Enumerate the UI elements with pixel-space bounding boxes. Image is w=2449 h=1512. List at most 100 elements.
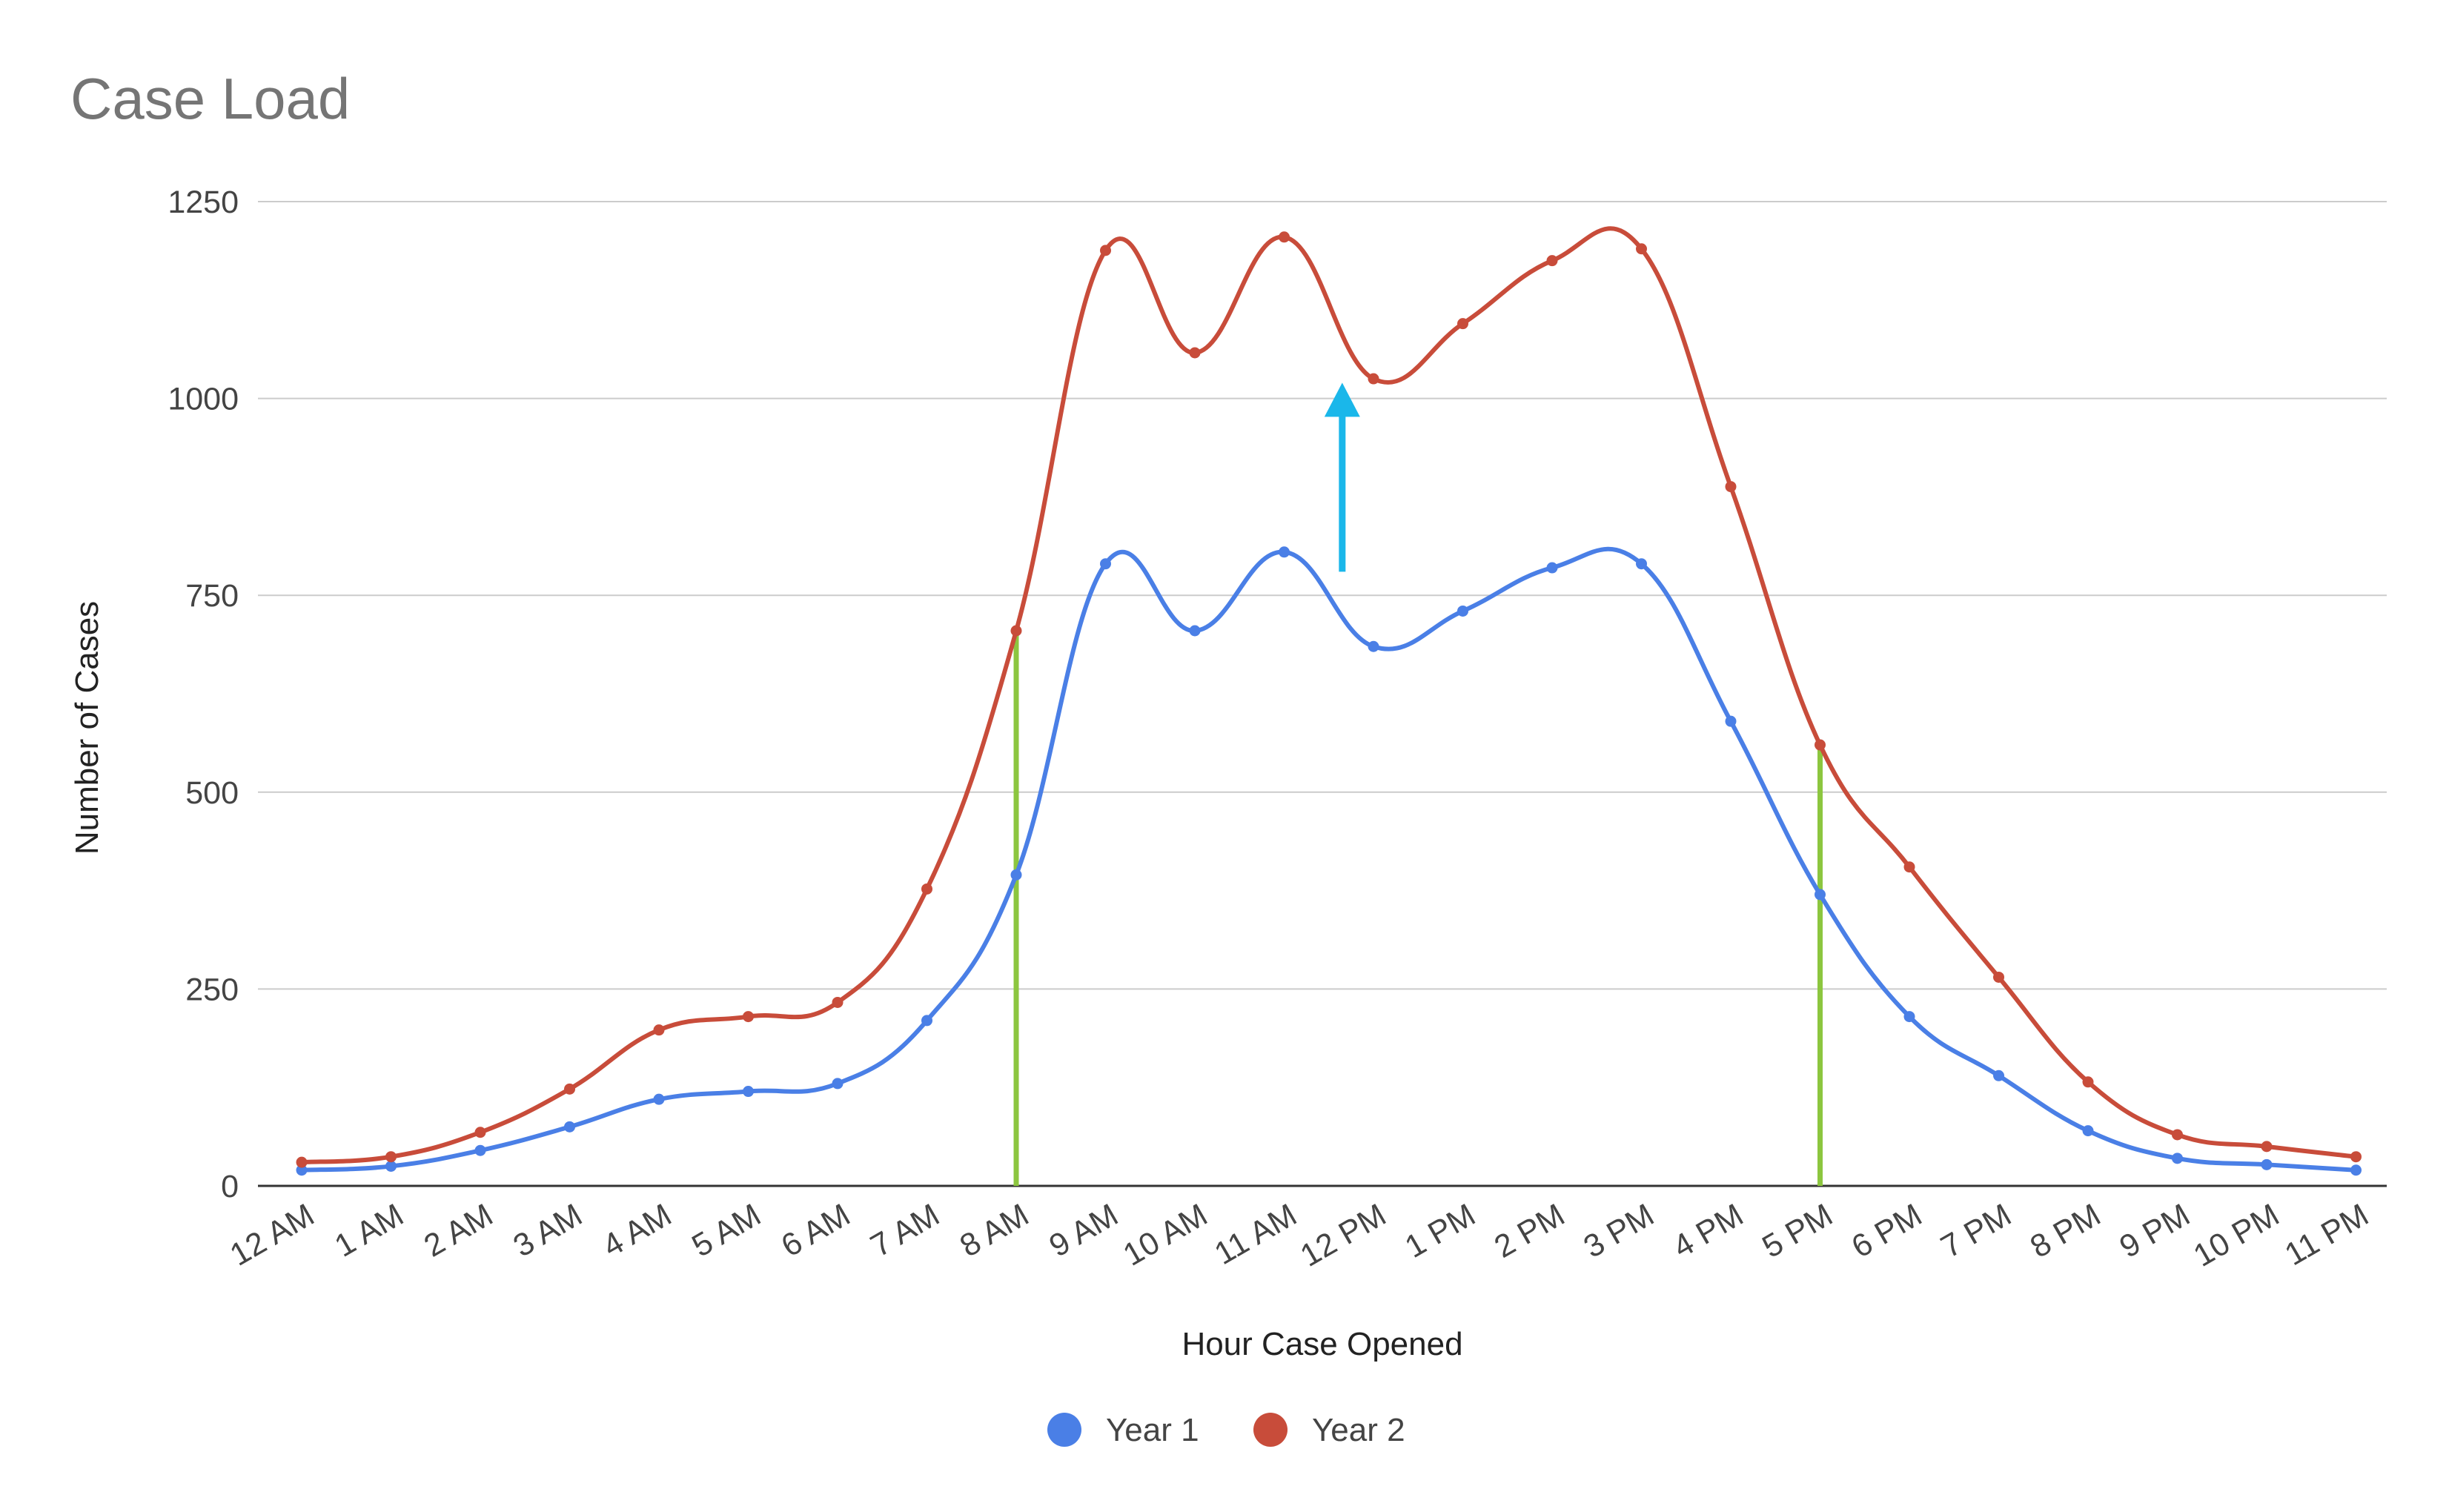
y-tick-label: 1250	[168, 185, 239, 220]
data-point	[564, 1083, 575, 1095]
annotation-arrow	[1324, 382, 1360, 572]
data-point	[2261, 1158, 2273, 1170]
x-tick-label: 11 AM	[1209, 1197, 1303, 1272]
x-tick-label: 6 PM	[1846, 1197, 1928, 1265]
legend-item: Year 1	[1047, 1412, 1199, 1448]
data-point	[564, 1121, 575, 1133]
gridlines	[258, 201, 2387, 1187]
data-point	[1368, 640, 1379, 652]
data-point	[2082, 1125, 2094, 1137]
series-year-2	[296, 226, 2362, 1168]
data-point	[474, 1127, 486, 1138]
data-point	[921, 883, 932, 895]
data-point	[1815, 739, 1826, 751]
x-axis-ticks: 12 AM 1 AM 2 AM 3 AM 4 AM 5 AM 6 AM 7 AM 8 AM 9 A…	[224, 1197, 2374, 1274]
data-point	[832, 1078, 844, 1090]
data-point	[2350, 1164, 2362, 1176]
data-point	[296, 1156, 308, 1168]
x-tick-label: 4 PM	[1667, 1197, 1749, 1265]
data-point	[1100, 245, 1111, 256]
data-point	[1189, 347, 1201, 359]
y-tick-label: 0	[221, 1169, 239, 1204]
data-point	[2172, 1129, 2183, 1141]
x-tick-label: 1 AM	[329, 1197, 410, 1264]
data-point	[1100, 558, 1111, 570]
data-point	[1993, 1070, 2004, 1081]
data-point	[385, 1160, 397, 1172]
data-point	[1189, 625, 1201, 637]
data-point	[1279, 546, 1290, 558]
data-point	[1010, 625, 1022, 637]
legend-swatch	[1047, 1413, 1081, 1447]
legend-label: Year 1	[1106, 1412, 1199, 1448]
x-tick-label: 7 AM	[865, 1197, 946, 1264]
data-point	[921, 1015, 932, 1027]
annotation-vertical-lines	[1013, 631, 1823, 1186]
data-point	[1903, 1011, 1915, 1023]
x-tick-label: 3 AM	[508, 1197, 589, 1264]
data-point	[1725, 715, 1737, 727]
data-point	[1993, 971, 2004, 983]
data-point	[2172, 1153, 2183, 1164]
data-point	[2261, 1141, 2273, 1153]
x-tick-label: 11 PM	[2279, 1197, 2375, 1273]
x-tick-label: 4 AM	[597, 1197, 677, 1264]
data-point	[1010, 869, 1022, 881]
data-point	[1279, 231, 1290, 243]
legend-item: Year 2	[1253, 1412, 1405, 1448]
x-tick-label: 12 PM	[1294, 1197, 1392, 1274]
data-point	[1636, 243, 1647, 255]
y-tick-label: 500	[185, 775, 239, 811]
data-point	[1815, 889, 1826, 901]
x-tick-label: 6 AM	[775, 1197, 856, 1264]
data-point	[1457, 318, 1468, 330]
y-axis-ticks: 0 250 500 750 1000 1250	[168, 185, 239, 1204]
data-point	[1636, 558, 1647, 570]
x-tick-label: 2 PM	[1488, 1197, 1571, 1265]
x-axis-title: Hour Case Opened	[1182, 1326, 1462, 1362]
data-point	[1546, 255, 1558, 267]
data-point	[1546, 562, 1558, 574]
x-tick-label: 9 PM	[2114, 1197, 2196, 1265]
x-tick-label: 1 PM	[1399, 1197, 1482, 1265]
data-point	[653, 1024, 665, 1036]
data-point	[296, 1164, 308, 1176]
x-tick-label: 3 PM	[1578, 1197, 1660, 1265]
data-point	[474, 1144, 486, 1156]
x-tick-label: 5 PM	[1757, 1197, 1839, 1265]
x-tick-label: 12 AM	[224, 1197, 320, 1273]
chart-title: Case Load	[70, 66, 350, 131]
legend-swatch	[1253, 1413, 1288, 1447]
data-point	[1903, 861, 1915, 873]
legend-label: Year 2	[1312, 1412, 1405, 1448]
x-tick-label: 10 AM	[1117, 1197, 1213, 1273]
series-year-1	[296, 546, 2362, 1176]
x-tick-label: 10 PM	[2187, 1197, 2285, 1274]
x-tick-label: 8 AM	[954, 1197, 1035, 1264]
series-line	[301, 546, 2356, 1173]
arrow-head	[1324, 382, 1360, 417]
data-point	[1368, 373, 1379, 385]
series-line	[301, 226, 2356, 1165]
x-tick-label: 5 AM	[686, 1197, 767, 1264]
data-point	[653, 1093, 665, 1105]
x-tick-label: 2 AM	[418, 1197, 499, 1264]
y-axis-title: Number of Cases	[69, 601, 105, 855]
data-point	[832, 996, 844, 1008]
x-tick-label: 8 PM	[2024, 1197, 2107, 1265]
x-tick-label: 7 PM	[1935, 1197, 2018, 1265]
data-point	[743, 1086, 754, 1098]
data-point	[2350, 1151, 2362, 1163]
y-tick-label: 250	[185, 972, 239, 1007]
data-point	[1457, 605, 1468, 617]
legend: Year 1 Year 2	[1047, 1412, 1405, 1448]
data-point	[385, 1151, 397, 1163]
data-point	[743, 1011, 754, 1023]
x-tick-label: 9 AM	[1044, 1197, 1124, 1264]
data-point	[2082, 1076, 2094, 1088]
y-tick-label: 1000	[168, 382, 239, 417]
series-layer	[296, 226, 2362, 1176]
data-point	[1725, 481, 1737, 493]
y-tick-label: 750	[185, 578, 239, 614]
